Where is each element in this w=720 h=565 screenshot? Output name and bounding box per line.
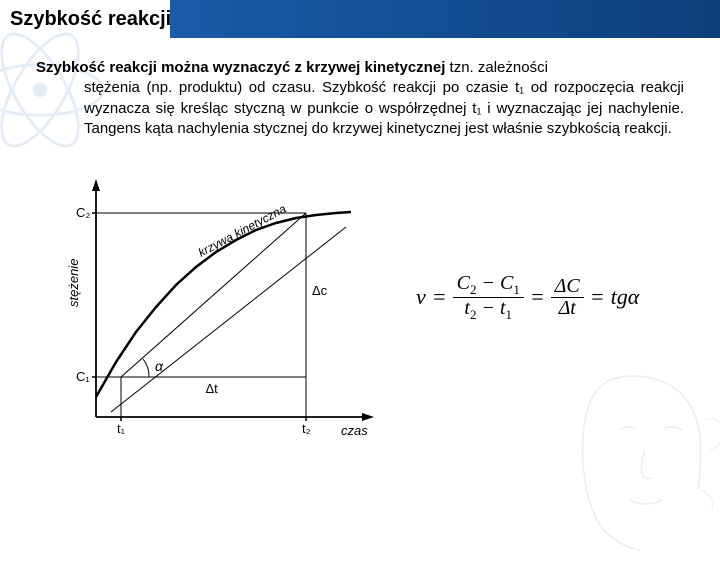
f2-den: Δt — [555, 298, 580, 319]
svg-text:Δc: Δc — [312, 283, 328, 298]
f2-num: ΔC — [551, 276, 584, 298]
main-paragraph: Szybkość reakcji można wyznaczyć z krzyw… — [36, 58, 684, 78]
svg-text:stężenie: stężenie — [66, 259, 81, 307]
svg-text:czas: czas — [341, 423, 368, 438]
para-lead: Szybkość reakcji można wyznaczyć z krzyw… — [36, 59, 445, 76]
svg-text:C₂: C₂ — [76, 205, 90, 220]
figure-row: stężenieczaskrzywa kinetycznaC₁C₂t₁t₂αΔc… — [36, 167, 684, 427]
formula-eq3: = — [590, 284, 605, 310]
formula-eq2: = — [530, 284, 545, 310]
kinetic-chart: stężenieczaskrzywa kinetycznaC₁C₂t₁t₂αΔc… — [66, 167, 386, 427]
svg-text:C₁: C₁ — [76, 369, 90, 384]
content-area: Szybkość reakcji można wyznaczyć z krzyw… — [0, 38, 720, 427]
svg-text:krzywa kinetyczna: krzywa kinetyczna — [196, 201, 289, 259]
f1-num-b: C — [500, 272, 513, 294]
svg-text:α: α — [155, 358, 164, 374]
formula-tail: tgα — [611, 284, 640, 310]
svg-text:Δt: Δt — [206, 381, 219, 396]
f1-num-a: C — [457, 272, 470, 294]
page-title: Szybkość reakcji — [10, 8, 171, 31]
formula-eq1: = — [432, 284, 447, 310]
f1-num-minus: − — [476, 272, 500, 294]
formula-frac2: ΔC Δt — [551, 276, 584, 319]
f1-num-b-sub: 1 — [513, 282, 520, 297]
main-paragraph-cont: stężenia (np. produktu) od czasu. Szybko… — [36, 78, 684, 139]
svg-text:t₁: t₁ — [117, 421, 126, 436]
rate-formula: v = C2 − C1 t2 − t1 = ΔC Δt = tgα — [416, 273, 639, 321]
f1-den-b-sub: 1 — [506, 307, 513, 322]
svg-text:t₂: t₂ — [302, 421, 311, 436]
f1-den-minus: − — [476, 297, 500, 319]
header-blue-strip — [170, 0, 720, 38]
formula-frac1: C2 − C1 t2 − t1 — [453, 273, 524, 321]
para-line1-rest: tzn. zależności — [445, 59, 548, 76]
formula-lhs: v — [416, 284, 426, 310]
